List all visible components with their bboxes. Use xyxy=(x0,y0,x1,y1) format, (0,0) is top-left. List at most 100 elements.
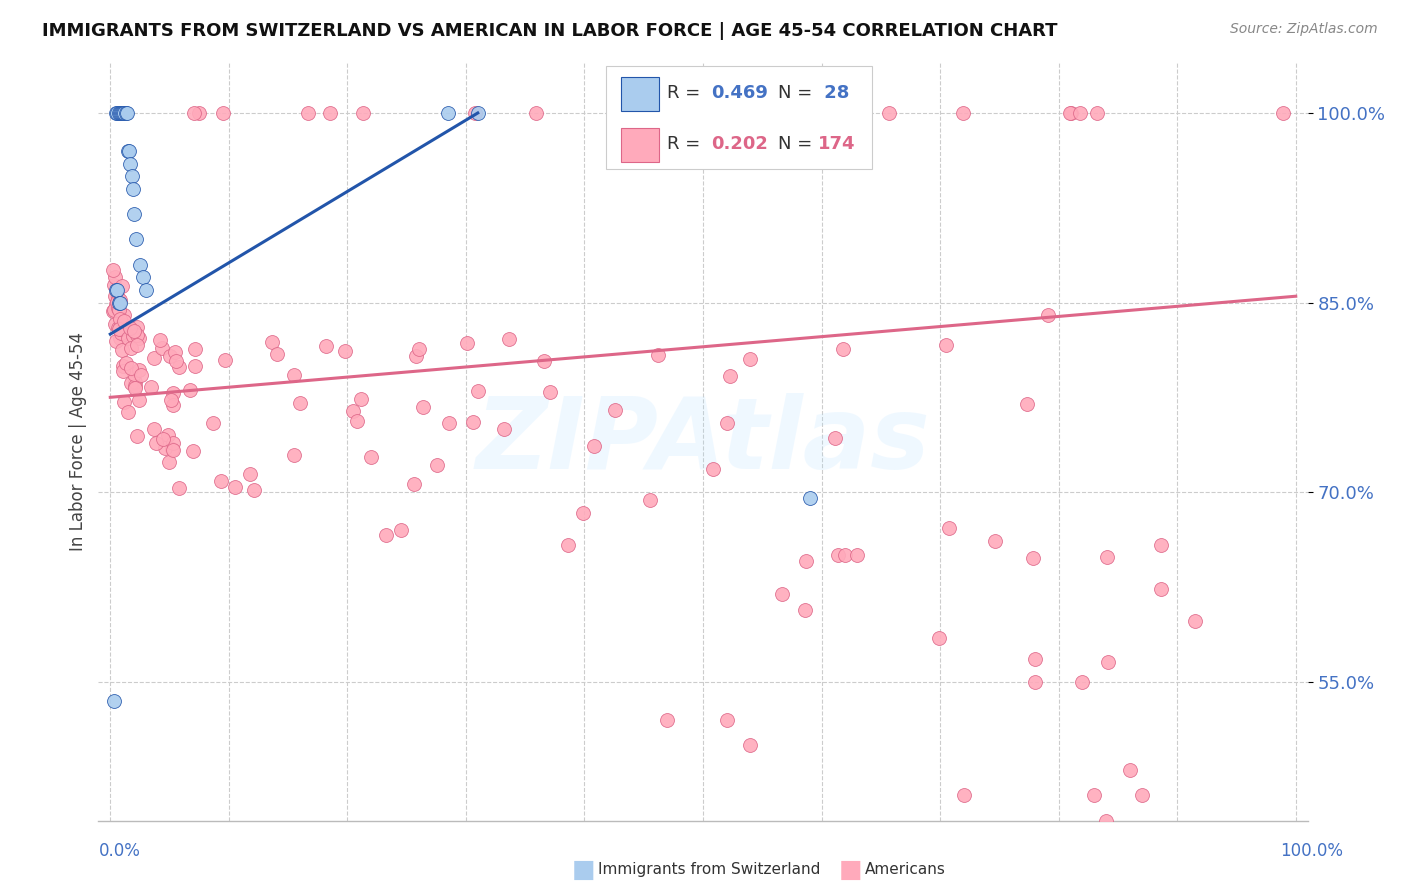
Point xyxy=(716,713,738,727)
Point xyxy=(209,475,232,489)
Point xyxy=(538,385,561,400)
Point xyxy=(524,106,547,120)
Text: N =: N = xyxy=(778,84,818,102)
Point xyxy=(1119,763,1142,777)
Point xyxy=(105,283,128,297)
Point xyxy=(127,428,149,442)
Point xyxy=(716,416,738,430)
Point xyxy=(799,491,821,506)
Point xyxy=(827,549,849,563)
Point xyxy=(143,351,166,365)
Point xyxy=(110,321,132,335)
Point xyxy=(120,361,142,376)
Point xyxy=(112,308,135,322)
Point xyxy=(152,341,174,355)
Point xyxy=(120,320,142,334)
Point xyxy=(111,278,134,293)
Point xyxy=(159,349,181,363)
Point xyxy=(952,789,974,803)
Point xyxy=(162,436,184,450)
Text: R =: R = xyxy=(666,84,706,102)
Point xyxy=(266,347,288,361)
Text: Americans: Americans xyxy=(865,863,946,877)
Point xyxy=(928,631,950,645)
Point xyxy=(184,359,207,373)
Point xyxy=(105,106,128,120)
Point xyxy=(108,295,131,310)
Point xyxy=(181,443,204,458)
Point xyxy=(103,302,125,317)
Point xyxy=(239,467,262,481)
Point xyxy=(360,450,382,464)
Point xyxy=(124,381,146,395)
Point xyxy=(124,379,146,393)
Point xyxy=(128,392,150,407)
Point xyxy=(121,328,143,343)
Point xyxy=(846,548,869,562)
Point xyxy=(101,303,124,318)
Point xyxy=(155,442,177,456)
Point xyxy=(426,458,449,473)
Point xyxy=(342,404,364,418)
Point xyxy=(128,330,150,344)
Point xyxy=(1022,550,1045,565)
Point xyxy=(1150,582,1173,596)
Point xyxy=(162,399,184,413)
Text: N =: N = xyxy=(778,135,818,153)
Point xyxy=(375,527,398,541)
Point xyxy=(437,416,460,430)
Point xyxy=(127,328,149,343)
Point xyxy=(117,144,139,158)
Point xyxy=(112,359,135,373)
Point xyxy=(142,422,165,436)
Text: Immigrants from Switzerland: Immigrants from Switzerland xyxy=(598,863,820,877)
Bar xyxy=(621,128,659,162)
Point xyxy=(389,523,412,537)
Point xyxy=(121,182,143,196)
Point xyxy=(1083,789,1105,803)
Point xyxy=(103,693,125,707)
Point xyxy=(103,277,125,292)
Point xyxy=(1130,789,1153,803)
Point xyxy=(121,169,143,184)
Point xyxy=(152,433,174,447)
Point xyxy=(350,392,373,406)
Point xyxy=(603,403,626,417)
Point xyxy=(938,521,960,535)
Point xyxy=(724,106,747,120)
Point xyxy=(108,106,131,120)
Point xyxy=(108,322,131,336)
Point xyxy=(1038,308,1060,322)
Point xyxy=(1184,614,1206,628)
Point xyxy=(668,106,690,120)
Point xyxy=(318,106,340,120)
Point xyxy=(793,603,815,617)
Point xyxy=(112,364,135,378)
Point xyxy=(464,106,486,120)
Point xyxy=(107,321,129,335)
Point xyxy=(834,548,856,562)
Text: ZIPAtlas: ZIPAtlas xyxy=(475,393,931,490)
Point xyxy=(101,263,124,277)
Point xyxy=(127,319,149,334)
Point xyxy=(408,343,430,357)
Text: Source: ZipAtlas.com: Source: ZipAtlas.com xyxy=(1230,22,1378,37)
Point xyxy=(832,343,855,357)
Point xyxy=(582,439,605,453)
Text: 100.0%: 100.0% xyxy=(1279,842,1343,860)
Point xyxy=(260,334,283,349)
Point xyxy=(1071,674,1094,689)
Point xyxy=(984,534,1007,549)
Point xyxy=(165,353,187,368)
Point xyxy=(412,400,434,414)
Point xyxy=(718,368,741,383)
Point xyxy=(160,442,183,456)
Point xyxy=(187,106,209,120)
Point xyxy=(640,493,662,508)
Point xyxy=(1150,538,1173,552)
Point xyxy=(211,106,233,120)
Point xyxy=(167,359,190,374)
Point xyxy=(283,368,305,383)
Point xyxy=(647,348,669,362)
Point xyxy=(105,297,128,311)
